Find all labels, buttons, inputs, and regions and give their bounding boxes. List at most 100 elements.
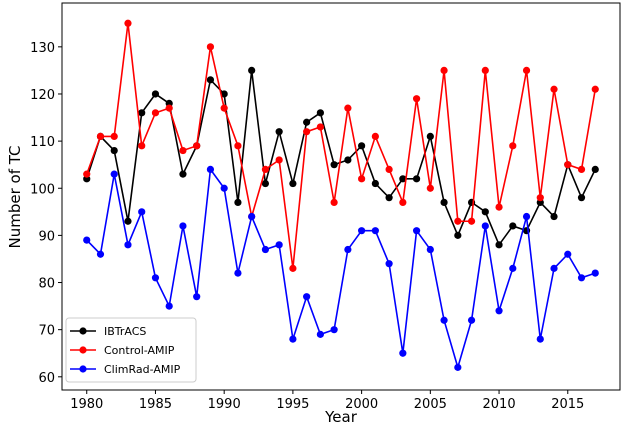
y-tick-label: 70 [38,324,55,339]
data-point [577,165,586,173]
data-point [179,170,187,178]
data-point [564,161,572,169]
data-point [591,269,599,277]
data-point [110,170,118,178]
data-point [151,109,160,117]
data-point [495,241,503,249]
data-point [481,222,489,230]
data-point [96,132,105,140]
data-point [344,245,352,254]
data-point [138,109,146,117]
legend: IBTrACS Control-AMIP ClimRad-AMIP [65,317,197,383]
y-tick-label: 120 [30,88,55,103]
data-point [509,264,517,272]
data-point [481,208,489,216]
data-point [412,95,421,103]
data-point [330,326,338,334]
x-tick-label: 2015 [551,397,584,412]
data-point [481,66,489,75]
data-point [577,274,586,282]
data-point [261,179,270,188]
data-point [344,104,352,112]
data-point [179,146,187,155]
y-axis: 60 70 80 90 100 110 120 130 [30,41,62,386]
data-point [289,264,297,272]
data-point [261,245,270,254]
data-point [412,175,421,183]
data-point [316,330,324,338]
data-point [165,104,173,112]
data-point [371,132,379,140]
data-point [261,165,270,173]
data-point [206,43,215,51]
legend-marker [79,346,87,354]
data-point [591,85,599,93]
data-point [358,227,366,235]
data-point [426,245,434,254]
data-point [96,250,105,258]
data-point [316,109,324,117]
data-point [371,227,379,235]
x-tick-label: 2005 [414,397,447,412]
data-point [536,335,544,343]
data-point [495,203,503,211]
axes-frame [61,2,621,391]
x-tick-label: 1990 [208,397,241,412]
data-point [124,19,132,27]
data-point [289,179,297,188]
data-point [248,212,256,221]
data-point [550,264,558,272]
data-point [371,179,379,188]
x-tick-label: 1985 [139,397,172,412]
data-point [234,198,242,206]
data-point [110,146,118,155]
data-point [234,142,242,150]
y-tick-label: 90 [38,229,55,244]
x-tick-label: 2000 [345,397,378,412]
data-point [399,175,407,183]
legend-label: Control-AMIP [104,344,175,357]
data-point [193,142,201,150]
data-point [138,142,146,150]
data-point [358,175,366,183]
data-point [412,227,421,235]
data-point [124,217,132,225]
data-point [303,293,311,301]
data-point [110,132,118,140]
legend-marker [79,327,87,335]
data-point [399,198,407,206]
y-tick-label: 80 [38,277,55,292]
y-tick-label: 130 [30,41,55,56]
data-point [83,170,91,178]
x-tick-label: 1980 [70,397,103,412]
y-axis-label: Number of TC [6,145,24,248]
legend-label: IBTrACS [104,325,146,338]
x-axis: 1980 1985 1990 1995 2000 2005 2010 2015 [70,390,584,412]
data-point [151,90,160,98]
data-point [358,142,366,150]
data-point [495,307,503,315]
series-climrad-amip [83,165,599,371]
legend-marker [79,365,87,373]
data-point [220,104,228,112]
data-point [399,349,407,357]
data-point [522,212,531,221]
data-point [385,194,393,202]
data-point [275,128,283,136]
data-point [138,208,146,216]
data-point [275,241,283,249]
data-point [151,274,160,282]
data-point [454,231,462,239]
data-point [193,293,201,301]
data-point [330,198,338,206]
data-point [165,302,173,310]
y-tick-label: 110 [30,135,55,150]
y-tick-label: 100 [30,182,55,197]
data-point [179,222,187,230]
data-point [248,66,256,75]
data-point [124,241,132,249]
series-line [85,23,597,269]
data-point [206,165,215,173]
data-point [454,217,462,225]
